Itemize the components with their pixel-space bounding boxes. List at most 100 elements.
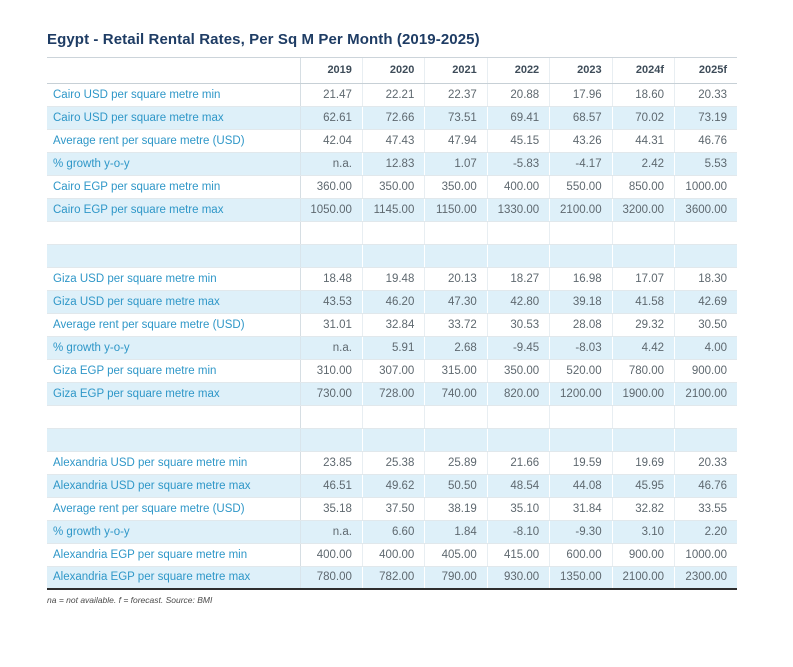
cell-value: 32.84 xyxy=(361,313,425,337)
cell-value: 46.51 xyxy=(299,474,363,498)
spacer-cell xyxy=(611,244,675,268)
cell-value: 31.01 xyxy=(299,313,363,337)
cell-value: 780.00 xyxy=(611,359,675,383)
rental-rates-table: 2019 2020 2021 2022 2023 2024f 2025f Cai… xyxy=(47,58,737,590)
table-row: Cairo EGP per square metre max 1050.00 114… xyxy=(47,198,737,222)
cell-value: 73.51 xyxy=(424,106,488,130)
column-header-2020: 2020 xyxy=(361,58,425,84)
cell-value: 45.95 xyxy=(611,474,675,498)
cell-value: 35.10 xyxy=(486,497,550,521)
table-row: Average rent per square metre (USD) 35.18… xyxy=(47,497,737,521)
header-row: 2019 2020 2021 2022 2023 2024f 2025f xyxy=(47,58,737,84)
spacer-cell xyxy=(486,428,550,452)
cell-value: 2100.00 xyxy=(674,382,737,406)
spacer-cell xyxy=(424,244,488,268)
cell-value: 12.83 xyxy=(361,152,425,176)
spacer-row xyxy=(47,244,737,268)
cell-value: 6.60 xyxy=(361,520,425,544)
cell-value: 3600.00 xyxy=(674,198,737,222)
cell-value: 25.89 xyxy=(424,451,488,475)
cell-value: 39.18 xyxy=(549,290,613,314)
cell-value: 4.00 xyxy=(674,336,737,360)
cell-value: 2.20 xyxy=(674,520,737,544)
cell-value: 73.19 xyxy=(674,106,737,130)
cell-value: -4.17 xyxy=(549,152,613,176)
cell-value: 5.53 xyxy=(674,152,737,176)
spacer-cell xyxy=(47,405,300,429)
cell-value: 1.84 xyxy=(424,520,488,544)
cell-value: 405.00 xyxy=(424,543,488,567)
cell-value: 22.37 xyxy=(424,83,488,107)
cell-value: 21.47 xyxy=(299,83,363,107)
spacer-cell xyxy=(611,428,675,452)
cell-value: 315.00 xyxy=(424,359,488,383)
row-label: Cairo EGP per square metre min xyxy=(47,175,300,199)
cell-value: 728.00 xyxy=(361,382,425,406)
cell-value: 400.00 xyxy=(361,543,425,567)
cell-value: 1350.00 xyxy=(549,566,613,590)
cell-value: 21.66 xyxy=(486,451,550,475)
table-row: Giza USD per square metre max 43.53 46.20 4… xyxy=(47,290,737,314)
spacer-row xyxy=(47,221,737,245)
cell-value: 790.00 xyxy=(424,566,488,590)
row-label: Alexandria EGP per square metre min xyxy=(47,543,300,567)
cell-value: 43.26 xyxy=(549,129,613,153)
cell-value: 32.82 xyxy=(611,497,675,521)
cell-value: n.a. xyxy=(299,520,363,544)
row-label: % growth y-o-y xyxy=(47,520,300,544)
cell-value: 1145.00 xyxy=(361,198,425,222)
table-row: Cairo EGP per square metre min 360.00 350.… xyxy=(47,175,737,199)
table-row: % growth y-o-y n.a. 12.83 1.07 -5.83 -4.17 2.4… xyxy=(47,152,737,176)
cell-value: 400.00 xyxy=(299,543,363,567)
cell-value: 31.84 xyxy=(549,497,613,521)
cell-value: 350.00 xyxy=(361,175,425,199)
cell-value: 35.18 xyxy=(299,497,363,521)
cell-value: 23.85 xyxy=(299,451,363,475)
spacer-cell xyxy=(549,221,613,245)
row-label: % growth y-o-y xyxy=(47,336,300,360)
cell-value: 2100.00 xyxy=(611,566,675,590)
cell-value: 415.00 xyxy=(486,543,550,567)
table-row: Alexandria USD per square metre min 23.85… xyxy=(47,451,737,475)
cell-value: 1050.00 xyxy=(299,198,363,222)
cell-value: n.a. xyxy=(299,336,363,360)
cell-value: 46.20 xyxy=(361,290,425,314)
cell-value: 18.30 xyxy=(674,267,737,291)
table-row: Average rent per square metre (USD) 31.01… xyxy=(47,313,737,337)
cell-value: -8.10 xyxy=(486,520,550,544)
cell-value: 47.94 xyxy=(424,129,488,153)
cell-value: 18.48 xyxy=(299,267,363,291)
cell-value: 1.07 xyxy=(424,152,488,176)
cell-value: 730.00 xyxy=(299,382,363,406)
row-label: Giza USD per square metre min xyxy=(47,267,300,291)
cell-value: 62.61 xyxy=(299,106,363,130)
spacer-cell xyxy=(486,405,550,429)
row-label: Giza EGP per square metre max xyxy=(47,382,300,406)
spacer-cell xyxy=(611,405,675,429)
cell-value: 550.00 xyxy=(549,175,613,199)
row-label: % growth y-o-y xyxy=(47,152,300,176)
cell-value: 33.55 xyxy=(674,497,737,521)
cell-value: 850.00 xyxy=(611,175,675,199)
cell-value: 820.00 xyxy=(486,382,550,406)
cell-value: 350.00 xyxy=(424,175,488,199)
cell-value: 50.50 xyxy=(424,474,488,498)
cell-value: 1150.00 xyxy=(424,198,488,222)
cell-value: 17.07 xyxy=(611,267,675,291)
spacer-cell xyxy=(361,244,425,268)
cell-value: 930.00 xyxy=(486,566,550,590)
spacer-cell xyxy=(424,221,488,245)
row-label: Giza USD per square metre max xyxy=(47,290,300,314)
cell-value: 900.00 xyxy=(611,543,675,567)
cell-value: 307.00 xyxy=(361,359,425,383)
spacer-cell xyxy=(486,221,550,245)
row-label: Giza EGP per square metre min xyxy=(47,359,300,383)
cell-value: 2300.00 xyxy=(674,566,737,590)
table-row: Alexandria EGP per square metre min 400.0… xyxy=(47,543,737,567)
cell-value: 43.53 xyxy=(299,290,363,314)
cell-value: 1330.00 xyxy=(486,198,550,222)
spacer-cell xyxy=(424,428,488,452)
spacer-cell xyxy=(674,221,737,245)
spacer-cell xyxy=(424,405,488,429)
spacer-cell xyxy=(549,428,613,452)
